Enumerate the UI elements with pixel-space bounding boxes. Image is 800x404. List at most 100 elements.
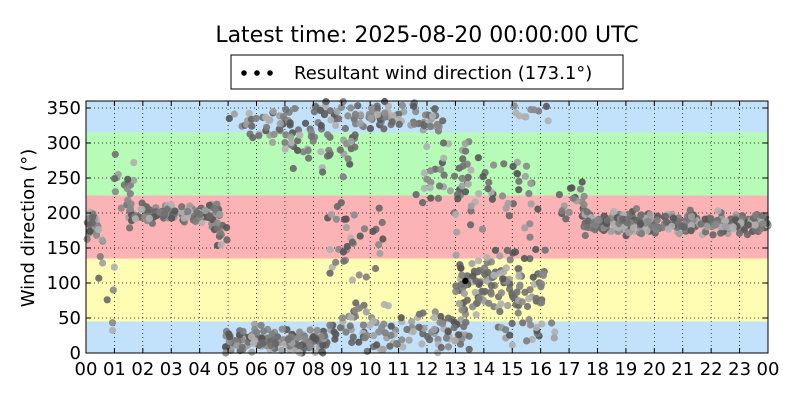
- data-point: [709, 231, 717, 239]
- data-point: [580, 192, 588, 200]
- data-point: [305, 154, 313, 162]
- data-point: [268, 138, 277, 146]
- data-point: [281, 139, 289, 147]
- x-tick-label: 07: [273, 359, 296, 380]
- data-point: [550, 334, 558, 342]
- data-point: [444, 328, 452, 336]
- data-point: [201, 207, 209, 215]
- data-point: [506, 331, 514, 339]
- data-point: [317, 148, 325, 156]
- data-point: [371, 264, 380, 273]
- data-point: [387, 331, 395, 339]
- data-point: [460, 323, 468, 331]
- data-point: [496, 252, 504, 260]
- data-point: [637, 220, 645, 228]
- data-point: [758, 212, 766, 220]
- legend: Resultant wind direction (173.1°): [230, 54, 624, 90]
- data-point: [451, 337, 459, 345]
- data-point: [96, 253, 104, 261]
- data-point: [248, 122, 256, 130]
- data-point: [437, 165, 445, 174]
- data-point: [440, 171, 448, 179]
- data-point: [356, 119, 364, 127]
- data-point: [171, 207, 179, 215]
- data-point: [386, 342, 394, 350]
- data-point: [444, 343, 453, 351]
- data-point: [629, 224, 638, 232]
- data-point: [427, 194, 435, 202]
- data-point: [464, 180, 472, 188]
- data-point: [387, 322, 395, 330]
- data-point: [669, 214, 678, 222]
- data-point: [126, 205, 134, 213]
- data-point: [551, 328, 559, 336]
- data-point: [527, 179, 535, 188]
- x-tick-label: 00: [757, 359, 780, 380]
- data-point: [420, 169, 428, 177]
- data-point: [426, 184, 434, 192]
- data-point: [485, 299, 493, 307]
- data-point: [610, 207, 618, 216]
- data-point: [637, 211, 645, 219]
- data-point: [410, 120, 418, 128]
- data-point: [430, 325, 438, 333]
- data-point: [752, 227, 760, 235]
- data-point: [490, 161, 498, 169]
- data-point: [529, 273, 537, 281]
- x-tick-label: 14: [472, 359, 495, 380]
- data-point: [534, 205, 542, 213]
- data-point: [344, 112, 352, 120]
- data-point: [357, 111, 365, 119]
- data-point: [506, 256, 514, 264]
- x-tick-label: 05: [217, 359, 240, 380]
- data-point: [455, 331, 463, 339]
- data-point: [450, 318, 458, 326]
- data-point: [296, 131, 304, 139]
- data-point: [642, 218, 651, 226]
- data-point: [348, 338, 356, 347]
- data-point: [454, 195, 462, 203]
- data-point: [498, 192, 507, 200]
- data-point: [521, 172, 530, 180]
- x-tick-label: 20: [643, 359, 666, 380]
- data-point: [352, 299, 360, 307]
- data-point: [223, 224, 231, 232]
- data-point: [278, 325, 286, 333]
- data-point: [583, 208, 591, 216]
- data-point: [304, 147, 312, 155]
- data-point: [287, 133, 295, 141]
- data-point: [108, 319, 117, 327]
- data-point: [433, 120, 441, 128]
- data-point: [538, 320, 546, 328]
- data-point: [367, 114, 375, 122]
- data-point: [346, 160, 354, 168]
- data-point: [428, 112, 437, 120]
- data-point: [687, 212, 696, 220]
- data-point: [191, 217, 200, 226]
- data-point: [580, 201, 588, 209]
- data-point: [349, 333, 357, 341]
- data-point: [145, 214, 153, 222]
- data-point: [351, 306, 359, 315]
- data-point: [513, 170, 522, 178]
- data-point: [405, 336, 413, 344]
- data-point: [342, 328, 350, 336]
- data-point: [260, 327, 268, 335]
- data-point: [180, 214, 188, 222]
- data-point: [431, 308, 439, 316]
- data-point: [362, 273, 370, 281]
- data-point: [461, 188, 470, 196]
- data-point: [456, 340, 465, 348]
- data-point: [523, 302, 532, 311]
- data-point: [168, 214, 176, 222]
- data-point: [457, 264, 465, 272]
- data-point: [249, 134, 257, 142]
- x-tick-label: 10: [359, 359, 382, 380]
- data-point: [342, 224, 350, 232]
- data-point: [528, 335, 536, 344]
- data-point: [444, 314, 452, 322]
- data-point: [653, 223, 661, 231]
- data-point: [380, 320, 388, 328]
- data-point: [296, 328, 304, 336]
- data-point: [703, 223, 711, 231]
